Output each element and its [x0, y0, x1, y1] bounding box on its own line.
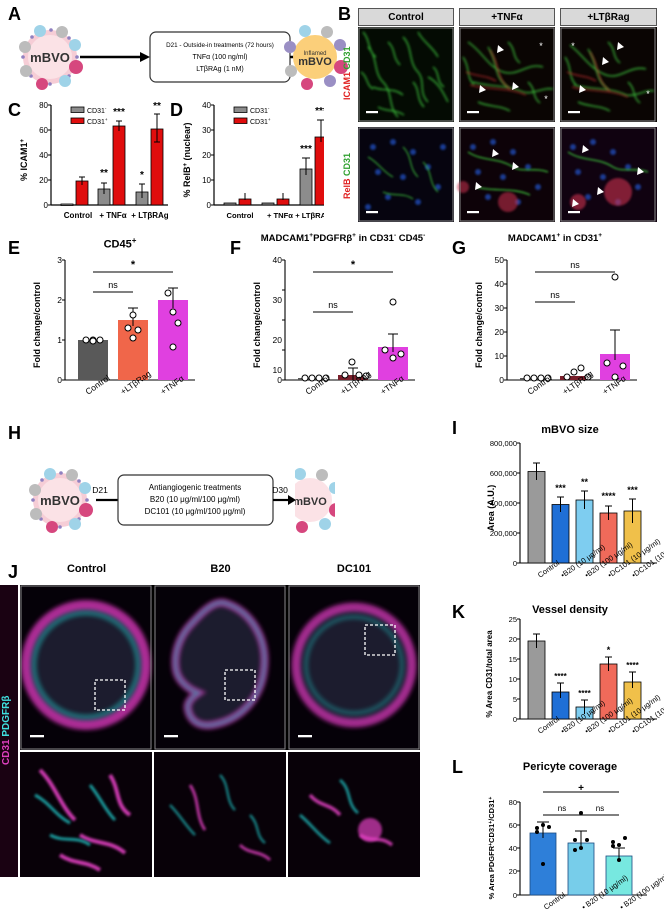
- svg-text:Antiangiogenic treatments: Antiangiogenic treatments: [149, 483, 242, 492]
- svg-text:****: ****: [554, 672, 567, 681]
- svg-text:***: ***: [627, 485, 638, 495]
- svg-text:***: ***: [113, 107, 125, 118]
- svg-text:25: 25: [509, 615, 517, 624]
- svg-text:Area (A.U.): Area (A.U.): [486, 485, 496, 532]
- svg-text:**: **: [581, 477, 589, 487]
- svg-text:*: *: [571, 41, 575, 51]
- svg-text:80: 80: [509, 798, 517, 807]
- svg-text:30: 30: [495, 303, 505, 313]
- svg-text:+: +: [578, 783, 584, 794]
- svg-text:5: 5: [513, 695, 517, 704]
- svg-text:30: 30: [273, 295, 283, 305]
- svg-text:+LTβRag: +LTβRag: [560, 368, 594, 396]
- svg-text:20: 20: [495, 327, 505, 337]
- svg-text:mBVO: mBVO: [295, 496, 327, 508]
- svg-text:CD31+: CD31+: [250, 117, 271, 126]
- svg-text:0: 0: [44, 201, 49, 210]
- svg-text:% Area CD31/total area: % Area CD31/total area: [485, 630, 494, 718]
- svg-text:20: 20: [509, 635, 517, 644]
- svg-text:***: ***: [315, 106, 324, 117]
- svg-text:50: 50: [495, 255, 505, 265]
- svg-text:****: ****: [601, 491, 616, 501]
- svg-text:CD31+: CD31+: [87, 117, 108, 126]
- svg-text:mBVO: mBVO: [30, 50, 70, 65]
- svg-text:800,000: 800,000: [490, 439, 517, 448]
- svg-text:3: 3: [57, 255, 62, 265]
- svg-text:+ TNFα: + TNFα: [99, 211, 126, 220]
- svg-text:% RelB+ (nuclear): % RelB+ (nuclear): [182, 122, 192, 197]
- svg-text:2: 2: [57, 295, 62, 305]
- svg-text:*: *: [646, 89, 650, 99]
- svg-text:20: 20: [273, 335, 283, 345]
- svg-text:*: *: [351, 259, 356, 271]
- svg-text:% ICAM1+: % ICAM1+: [19, 139, 29, 182]
- svg-text:**: **: [153, 101, 161, 112]
- svg-text:40: 40: [273, 255, 283, 265]
- svg-text:10: 10: [495, 351, 505, 361]
- svg-text:600,000: 600,000: [490, 469, 517, 478]
- svg-text:40: 40: [39, 151, 48, 160]
- svg-text:D21 - Outside-in treatments (7: D21 - Outside-in treatments (72 hours): [166, 42, 274, 49]
- svg-text:0: 0: [513, 891, 517, 900]
- svg-text:ns: ns: [328, 300, 338, 310]
- svg-text:ns: ns: [570, 260, 580, 270]
- svg-text:CD31-: CD31-: [87, 106, 107, 115]
- svg-text:+ TNFα: + TNFα: [267, 211, 293, 220]
- svg-text:*: *: [607, 645, 611, 655]
- svg-text:20: 20: [202, 151, 211, 160]
- svg-text:*: *: [131, 259, 136, 271]
- svg-text:**: **: [100, 168, 108, 179]
- svg-text:ns: ns: [108, 280, 118, 290]
- svg-text:+ LTβRAg: + LTβRAg: [131, 211, 168, 220]
- svg-text:*: *: [544, 94, 548, 104]
- svg-text:****: ****: [626, 661, 639, 670]
- svg-text:ns: ns: [558, 804, 566, 813]
- svg-text:40: 40: [495, 279, 505, 289]
- svg-text:0: 0: [207, 201, 212, 210]
- svg-text:20: 20: [39, 176, 48, 185]
- svg-text:0: 0: [513, 715, 517, 724]
- svg-text:LTβRAg (1 nM): LTβRAg (1 nM): [196, 66, 243, 73]
- svg-text:D21: D21: [92, 485, 108, 495]
- svg-text:+ LTβRAg: + LTβRAg: [295, 211, 324, 220]
- svg-text:CD31-: CD31-: [250, 106, 270, 115]
- svg-text:mBVO: mBVO: [298, 56, 332, 68]
- svg-text:10: 10: [509, 675, 517, 684]
- svg-text:*: *: [140, 170, 144, 181]
- svg-text:20: 20: [509, 867, 517, 876]
- svg-text:****: ****: [578, 689, 591, 698]
- svg-text:40: 40: [202, 101, 211, 110]
- svg-text:ns: ns: [550, 290, 560, 300]
- svg-text:40: 40: [509, 844, 517, 853]
- svg-text:30: 30: [202, 126, 211, 135]
- svg-text:Fold change/control: Fold change/control: [252, 282, 262, 368]
- svg-text:ns: ns: [596, 804, 604, 813]
- svg-text:Fold change/control: Fold change/control: [474, 282, 484, 368]
- svg-text:mBVO: mBVO: [40, 493, 80, 508]
- svg-text:TNFα (100 ng/ml): TNFα (100 ng/ml): [192, 54, 247, 61]
- svg-text:1: 1: [57, 335, 62, 345]
- svg-text:*: *: [539, 41, 543, 51]
- svg-text:15: 15: [509, 655, 517, 664]
- svg-text:% Area PDGFR+CD31+/CD31+: % Area PDGFR+CD31+/CD31+: [487, 797, 496, 900]
- svg-text:***: ***: [555, 483, 566, 493]
- svg-text:60: 60: [509, 821, 517, 830]
- svg-text:10: 10: [273, 365, 283, 375]
- svg-text:DC101 (10 μg/ml/100 μg/ml): DC101 (10 μg/ml/100 μg/ml): [145, 507, 246, 516]
- svg-text:Control: Control: [227, 211, 254, 220]
- svg-text:60: 60: [39, 126, 48, 135]
- svg-text:B20 (10 μg/ml/100 μg/ml): B20 (10 μg/ml/100 μg/ml): [150, 495, 240, 504]
- svg-text:0: 0: [513, 559, 517, 568]
- svg-text:10: 10: [202, 176, 211, 185]
- svg-text:0: 0: [57, 375, 62, 385]
- svg-text:0: 0: [277, 375, 282, 385]
- svg-text:Control: Control: [64, 211, 92, 220]
- svg-text:80: 80: [39, 101, 48, 110]
- svg-text:***: ***: [300, 144, 312, 155]
- svg-text:Fold change/control: Fold change/control: [32, 282, 42, 368]
- svg-text:D30: D30: [272, 485, 288, 495]
- svg-text:0: 0: [499, 375, 504, 385]
